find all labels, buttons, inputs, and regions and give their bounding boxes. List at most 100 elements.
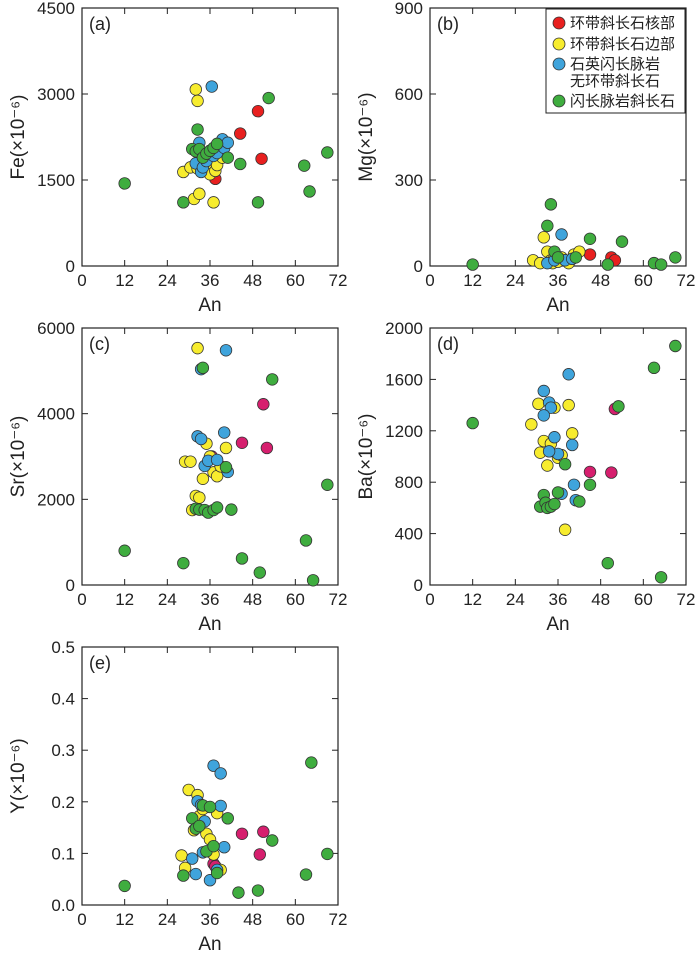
data-point	[235, 552, 249, 565]
legend-label: 石英闪长脉岩	[570, 55, 660, 73]
x-tick-label: 72	[329, 910, 348, 929]
data-point	[194, 432, 208, 446]
data-point	[260, 441, 274, 455]
data-point	[615, 235, 629, 248]
data-point	[562, 368, 575, 381]
data-point	[654, 258, 668, 271]
x-axis-label: An	[198, 295, 221, 316]
data-point	[255, 152, 268, 165]
data-point	[303, 185, 316, 198]
x-tick-label: 72	[677, 590, 696, 609]
legend-label: 环带斜长石核部	[570, 14, 675, 32]
data-point	[262, 91, 275, 105]
y-tick-label: 0.4	[51, 690, 75, 709]
data-point	[647, 361, 661, 375]
data-point	[177, 196, 190, 209]
data-point	[573, 495, 586, 508]
data-point	[234, 127, 247, 140]
data-point	[567, 478, 581, 491]
x-tick-label: 24	[158, 910, 177, 929]
data-point	[234, 157, 247, 171]
legend-label: 环带斜长石边部	[570, 35, 675, 53]
x-tick-label: 0	[77, 910, 86, 929]
x-tick-label: 12	[115, 590, 134, 609]
data-point	[566, 438, 579, 452]
data-point	[542, 445, 556, 458]
data-point	[175, 849, 188, 862]
y-tick-label: 2000	[385, 319, 423, 338]
data-point	[207, 196, 220, 209]
panel-label: (c)	[89, 334, 110, 354]
data-point	[210, 866, 224, 880]
data-point	[218, 841, 231, 854]
x-tick-label: 24	[506, 590, 525, 609]
data-point	[177, 869, 190, 882]
data-point	[558, 458, 572, 471]
data-point	[601, 556, 614, 570]
x-tick-label: 24	[158, 271, 177, 290]
data-point	[225, 503, 238, 516]
data-point	[601, 258, 614, 271]
legend-box	[545, 8, 686, 114]
data-point	[251, 884, 265, 897]
data-point	[189, 83, 202, 96]
data-point	[544, 401, 558, 414]
data-point	[196, 472, 210, 485]
x-axis-label: An	[198, 934, 221, 953]
data-point	[525, 418, 538, 431]
data-point	[210, 453, 224, 467]
data-point	[235, 827, 249, 840]
data-point	[583, 478, 597, 491]
data-point	[257, 825, 270, 838]
x-tick-label: 60	[634, 271, 653, 290]
x-tick-label: 0	[425, 590, 434, 609]
x-tick-label: 72	[329, 590, 348, 609]
panel-b: 0 12 24 36 48 60 72 0 300 600 900 An Mg(×10⁻⁶) (b)	[356, 0, 695, 316]
data-point	[177, 556, 190, 570]
y-tick-label: 600	[395, 85, 423, 104]
y-tick-label: 1500	[37, 171, 75, 190]
y-tick-label: 3000	[37, 85, 75, 104]
legend-label: 无环带斜长石	[570, 72, 660, 90]
y-axis-label: Sr(×10⁻⁶)	[8, 416, 29, 498]
data-point	[537, 231, 550, 244]
panel-label: (d)	[437, 334, 459, 354]
data-point	[305, 756, 318, 769]
data-point	[189, 867, 202, 881]
x-tick-label: 60	[286, 271, 305, 290]
data-point	[191, 341, 204, 355]
data-point	[219, 441, 233, 455]
y-axis-label: Fe(×10⁻⁶)	[8, 95, 29, 180]
y-tick-label: 400	[395, 525, 423, 544]
panel-e: 0 12 24 36 48 60 72 0.0 0.1 0.2 0.3 0.4 0.5 An Y(×10⁻⁶…	[8, 638, 347, 953]
data-point	[257, 398, 270, 411]
y-tick-label: 0	[66, 257, 75, 276]
panel-d: 0 12 24 36 48 60 72 0 400 800 1200 1600 2000 An Ba(×10…	[356, 319, 695, 635]
x-axis-label: An	[546, 295, 569, 316]
x-tick-label: 12	[115, 271, 134, 290]
data-point	[205, 80, 218, 93]
data-point	[184, 455, 197, 468]
y-tick-label: 1600	[385, 370, 423, 389]
data-point	[221, 151, 234, 164]
data-point	[583, 465, 597, 479]
data-point	[548, 431, 561, 444]
data-point	[583, 232, 597, 245]
x-tick-label: 60	[634, 590, 653, 609]
x-tick-label: 12	[115, 910, 134, 929]
x-tick-label: 48	[243, 271, 262, 290]
x-tick-label: 12	[463, 590, 482, 609]
data-point	[253, 848, 266, 861]
data-point	[306, 574, 320, 587]
y-tick-label: 900	[395, 0, 423, 18]
legend-marker	[552, 37, 566, 51]
data-point	[214, 767, 227, 780]
data-point	[551, 486, 565, 499]
y-axis-label: Ba(×10⁻⁶)	[356, 414, 377, 500]
data-point	[186, 852, 199, 865]
x-tick-label: 12	[463, 271, 482, 290]
data-point	[669, 339, 682, 353]
data-point	[548, 497, 561, 511]
legend-label: 闪长脉岩斜长石	[570, 92, 675, 110]
panel-label: (b)	[437, 14, 459, 34]
